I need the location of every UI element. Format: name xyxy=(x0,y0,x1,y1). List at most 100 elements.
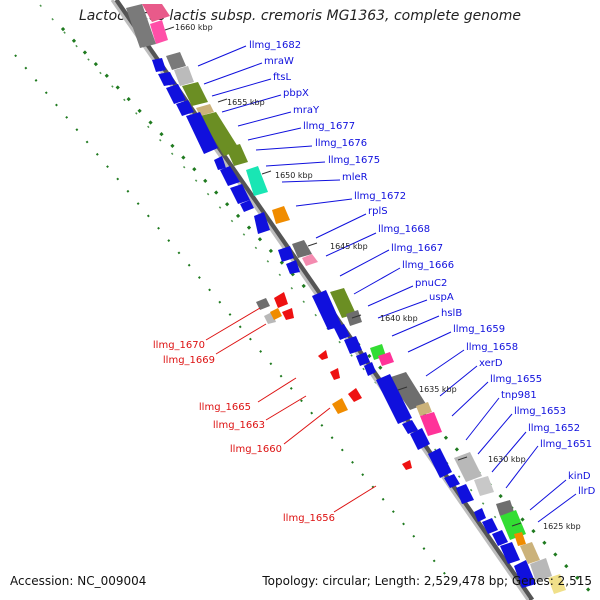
gene-block xyxy=(330,288,356,318)
gene-label-forward: llmg_1655 xyxy=(490,374,542,385)
reverse-gene-block xyxy=(270,308,282,320)
gene-label-forward: ftsL xyxy=(273,72,291,83)
gene-block xyxy=(292,240,312,258)
gene-block xyxy=(346,310,362,326)
kbp-marker: 1630 kbp xyxy=(488,455,526,464)
gene-block xyxy=(142,4,170,22)
gene-block xyxy=(126,4,156,48)
forward-gene-arrow xyxy=(220,166,240,186)
forward-gene-arrow xyxy=(166,84,186,104)
reverse-gene-arrow xyxy=(274,292,288,308)
gene-label-forward: llmg_1682 xyxy=(249,40,301,51)
gene-label-forward: llmg_1658 xyxy=(466,342,518,353)
reverse-gene-block xyxy=(332,398,348,414)
kbp-ticks xyxy=(164,26,522,527)
gene-label-forward: mraY xyxy=(293,105,320,116)
kbp-marker: 1645 kbp xyxy=(330,242,368,251)
forward-gene-arrow xyxy=(240,200,254,212)
gene-label-forward: llmg_1653 xyxy=(514,406,566,417)
reverse-gene-block xyxy=(256,298,270,310)
gene-label-forward: kinD xyxy=(568,471,591,482)
gene-block xyxy=(500,510,526,540)
forward-gene-arrow xyxy=(474,508,486,522)
reverse-gene-arrow xyxy=(402,460,412,470)
reverse-gene-arrow xyxy=(282,308,294,320)
forward-gene-arrow xyxy=(482,518,498,534)
gene-label-forward: mleR xyxy=(342,172,368,183)
gene-label-forward: llmg_1677 xyxy=(303,121,355,132)
kbp-marker: 1625 kbp xyxy=(543,522,581,531)
gene-label-forward: uspA xyxy=(429,292,454,303)
gene-block xyxy=(378,352,394,366)
gene-block xyxy=(166,52,186,70)
gene-label-reverse: llmg_1670 xyxy=(153,340,205,351)
forward-gene-arrow xyxy=(278,246,294,262)
gene-block xyxy=(496,500,514,516)
gene-label-forward: mraW xyxy=(264,56,294,67)
gene-block xyxy=(530,558,552,582)
gene-block xyxy=(420,412,442,436)
topology-label: Topology: circular; Length: 2,529,478 bp… xyxy=(262,574,592,588)
forward-gene-arrow xyxy=(402,420,418,434)
reverse-label-lines xyxy=(205,307,377,513)
gene-label-reverse: llmg_1669 xyxy=(163,355,215,366)
gene-block xyxy=(150,20,168,44)
reverse-gene-arrow xyxy=(330,368,340,380)
forward-gene-arrow xyxy=(230,184,250,204)
gc-skew-track-outer xyxy=(60,26,600,600)
feature-track-outer xyxy=(126,4,566,594)
forward-gene-arrow xyxy=(176,100,194,116)
forward-gene-arrow xyxy=(312,290,342,330)
kbp-marker: 1660 kbp xyxy=(175,23,213,32)
gene-block xyxy=(454,452,482,482)
gene-block xyxy=(514,532,526,546)
gene-block xyxy=(302,254,318,266)
feature-track-forward xyxy=(152,58,536,588)
gene-label-forward: llmg_1676 xyxy=(315,138,367,149)
gene-label-forward: llmg_1666 xyxy=(402,260,454,271)
forward-gene-arrow xyxy=(186,112,218,154)
kbp-marker: 1640 kbp xyxy=(380,314,418,323)
gene-label-forward: xerD xyxy=(479,358,503,369)
kbp-marker: 1650 kbp xyxy=(275,171,313,180)
gene-block xyxy=(548,574,566,594)
gene-label-forward: llmg_1651 xyxy=(540,439,592,450)
gene-block xyxy=(174,66,194,86)
forward-gene-arrow xyxy=(334,324,350,340)
gene-label-reverse: llmg_1656 xyxy=(283,513,335,524)
gene-label-forward: pbpX xyxy=(283,88,309,99)
gene-label-forward: llrD xyxy=(578,486,596,497)
forward-gene-arrow xyxy=(158,72,176,86)
gene-block xyxy=(226,144,248,166)
forward-gene-arrow xyxy=(152,58,166,72)
kbp-marker: 1655 kbp xyxy=(227,98,265,107)
feature-track-reverse xyxy=(256,292,412,470)
gene-block xyxy=(246,166,268,196)
forward-label-lines xyxy=(197,45,577,523)
gene-label-forward: llmg_1668 xyxy=(378,224,430,235)
gene-label-reverse: llmg_1665 xyxy=(199,402,251,413)
forward-gene-arrow xyxy=(492,530,508,546)
accession-label: Accession: NC_009004 xyxy=(10,574,147,588)
gene-block xyxy=(388,372,426,410)
reverse-gene-arrow xyxy=(348,388,362,402)
gene-label-forward: llmg_1659 xyxy=(453,324,505,335)
forward-gene-arrow xyxy=(500,542,520,564)
gene-label-forward: llmg_1675 xyxy=(328,155,380,166)
forward-gene-arrow xyxy=(356,352,370,366)
gene-label-forward: hslB xyxy=(441,308,462,319)
forward-gene-arrow xyxy=(286,260,300,274)
forward-gene-arrow xyxy=(428,448,452,478)
forward-gene-arrow xyxy=(214,156,226,170)
forward-gene-arrow xyxy=(376,374,412,424)
gene-block xyxy=(520,542,540,564)
gene-block xyxy=(182,82,208,106)
gene-block xyxy=(416,402,432,416)
gene-block xyxy=(200,112,240,156)
forward-gene-arrow xyxy=(344,336,362,354)
gene-label-forward: llmg_1652 xyxy=(528,423,580,434)
kbp-marker: 1635 kbp xyxy=(419,385,457,394)
gene-label-forward: llmg_1672 xyxy=(354,191,406,202)
map-title: Lactococcus lactis subsp. cremoris MG136… xyxy=(79,8,521,24)
